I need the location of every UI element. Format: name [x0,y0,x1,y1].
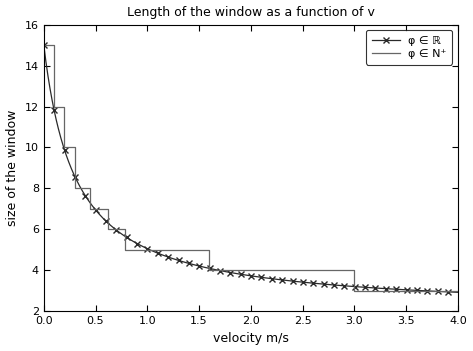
φ ∈ N⁺ [72,145,78,150]
φ ∈ N⁺ [105,227,111,232]
φ ∈ N⁺ [88,186,93,191]
Y-axis label: size of the window: size of the window [6,110,19,226]
Title: Length of the window as a function of v: Length of the window as a function of v [127,6,375,19]
Line: φ ∈ N⁺: φ ∈ N⁺ [44,45,458,291]
φ ∈ N⁺ [41,43,47,47]
φ ∈ N⁺ [122,248,127,252]
φ ∈ N⁺ [61,145,67,150]
φ ∈ N⁺ [207,248,212,252]
φ ∈ N⁺ [72,186,78,191]
φ ∈ N⁺ [351,268,357,272]
φ ∈ ℝ [397,287,403,292]
X-axis label: velocity m/s: velocity m/s [213,332,289,345]
φ ∈ N⁺ [207,268,212,272]
φ ∈ N⁺ [88,207,93,211]
φ ∈ N⁺ [455,289,461,293]
φ ∈ N⁺ [51,104,57,108]
φ ∈ ℝ [455,290,461,294]
φ ∈ N⁺ [122,227,127,232]
φ ∈ ℝ [355,285,361,289]
φ ∈ ℝ [292,279,298,284]
φ ∈ N⁺ [51,43,57,47]
φ ∈ N⁺ [61,104,67,108]
φ ∈ N⁺ [351,289,357,293]
Legend: φ ∈ ℝ, φ ∈ N⁺: φ ∈ ℝ, φ ∈ N⁺ [366,30,452,65]
φ ∈ ℝ [41,43,47,47]
φ ∈ ℝ [66,161,72,165]
φ ∈ N⁺ [105,207,111,211]
Line: φ ∈ ℝ: φ ∈ ℝ [40,41,461,296]
φ ∈ ℝ [281,278,287,282]
φ ∈ ℝ [305,280,310,285]
